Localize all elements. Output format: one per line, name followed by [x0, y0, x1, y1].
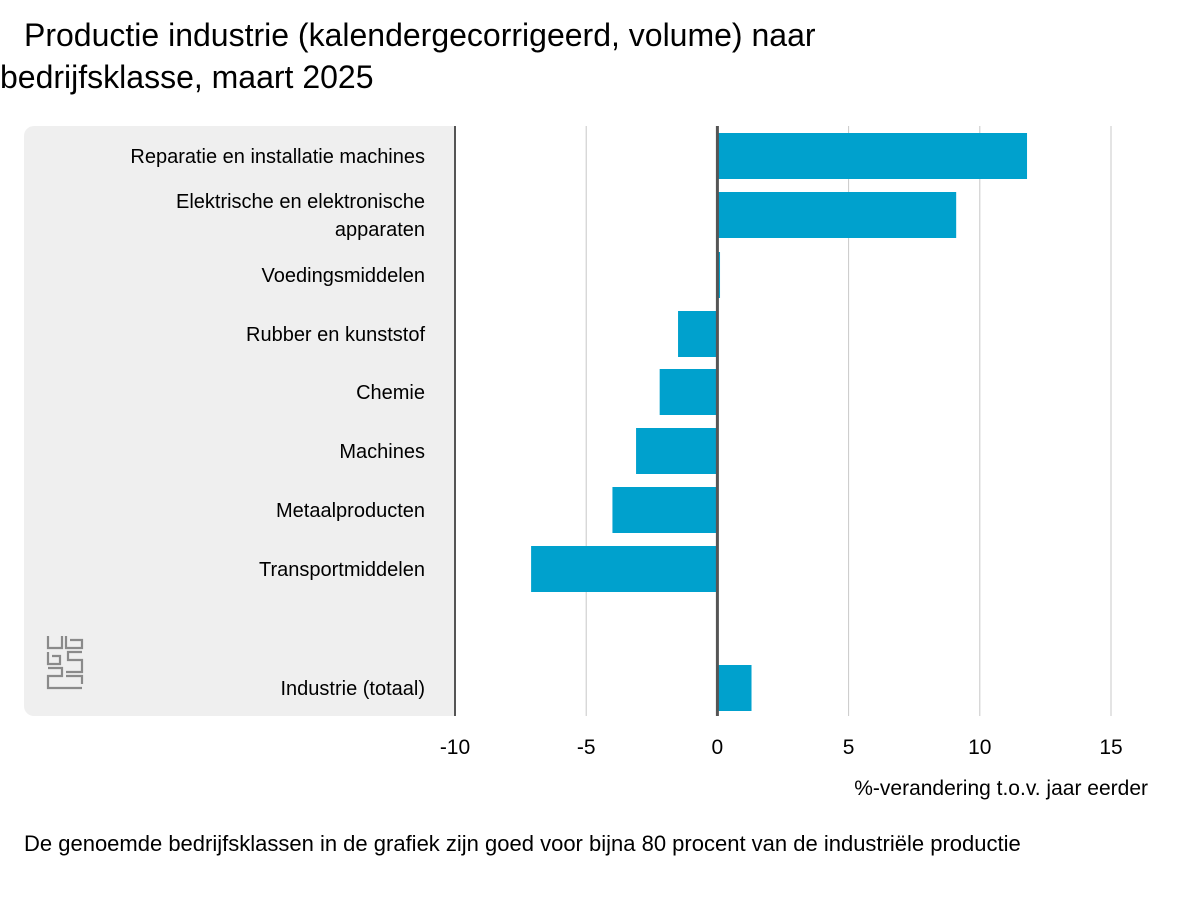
x-tick-label: 0: [712, 736, 724, 759]
x-tick-label: 5: [843, 736, 855, 759]
bar: [612, 487, 718, 533]
category-label: Industrie (totaal): [280, 678, 425, 700]
category-label: Rubber en kunststof: [246, 324, 425, 346]
category-label: Chemie: [356, 382, 425, 404]
category-label: Transportmiddelen: [259, 559, 425, 581]
bar: [531, 546, 718, 592]
bar: [717, 192, 957, 238]
bar: [678, 311, 718, 357]
x-tick-labels: -10 -5 0 5 10 15: [440, 736, 1123, 759]
category-label: Reparatie en installatie machines: [130, 146, 425, 168]
footnote: De genoemde bedrijfsklassen in de grafie…: [24, 831, 1021, 856]
chart-title: Productie industrie (kalendergecorrigeer…: [0, 17, 816, 95]
x-tick-label: 10: [968, 736, 991, 759]
x-tick-label: -5: [577, 736, 596, 759]
bar: [717, 665, 752, 711]
x-tick-label: 15: [1099, 736, 1122, 759]
x-axis-label: %-verandering t.o.v. jaar eerder: [854, 777, 1148, 800]
bars: [531, 133, 1028, 711]
category-labels: Reparatie en installatie machines Elektri…: [130, 146, 425, 700]
axes: [454, 126, 719, 716]
category-label: Metaalproducten: [276, 500, 425, 522]
category-label: Machines: [339, 441, 425, 463]
x-tick-label: -10: [440, 736, 470, 759]
category-label-panel: [24, 126, 455, 716]
cbs-logo-icon: [46, 636, 84, 690]
category-label: Voedingsmiddelen: [262, 265, 425, 287]
category-label: Elektrische en elektronische apparaten: [176, 191, 425, 241]
bar: [717, 133, 1028, 179]
bar: [636, 428, 718, 474]
bar: [659, 369, 718, 415]
